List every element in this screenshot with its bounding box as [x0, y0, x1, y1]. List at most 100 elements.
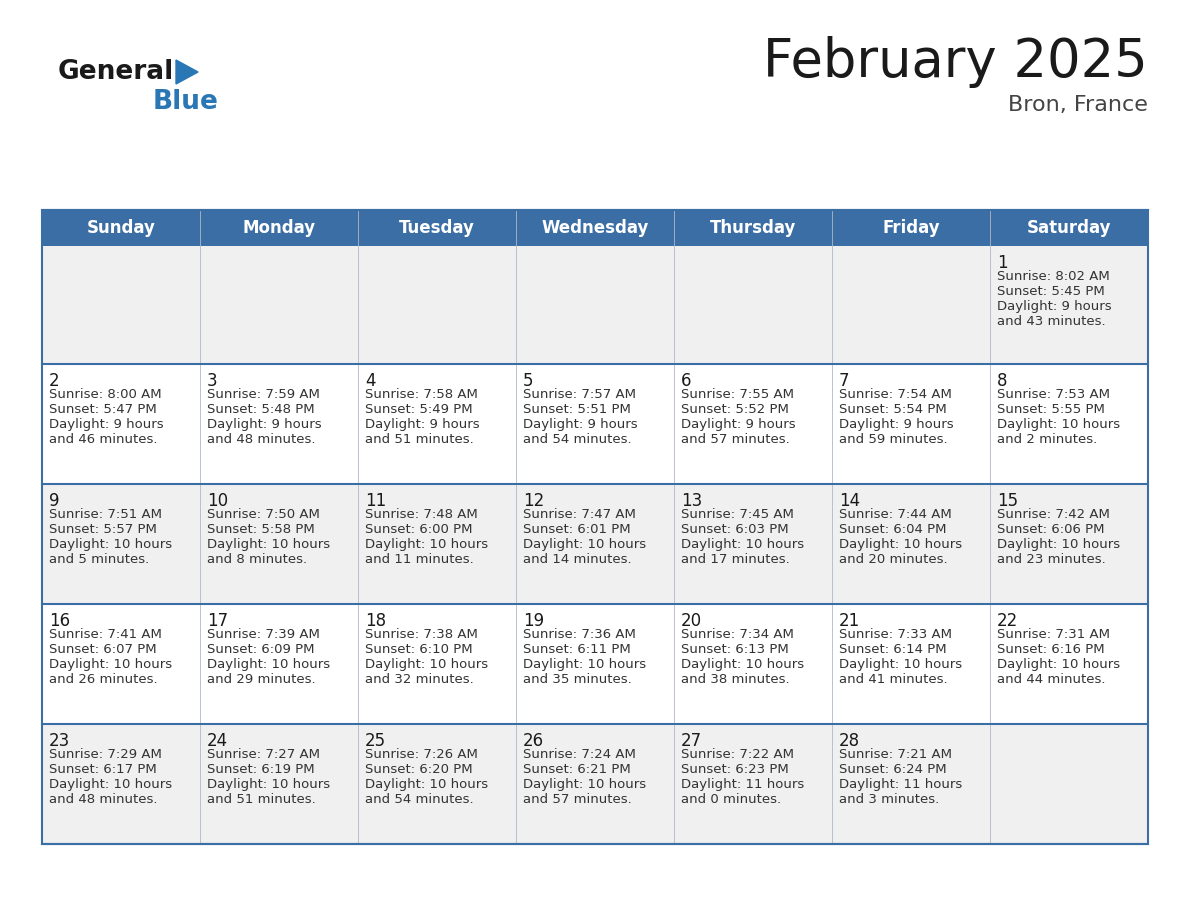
- Text: Bron, France: Bron, France: [1009, 95, 1148, 115]
- Text: Sunrise: 7:26 AM: Sunrise: 7:26 AM: [365, 748, 478, 761]
- Text: and 0 minutes.: and 0 minutes.: [681, 793, 782, 806]
- Text: Sunset: 6:20 PM: Sunset: 6:20 PM: [365, 763, 473, 776]
- Text: Saturday: Saturday: [1026, 219, 1111, 237]
- Text: Daylight: 10 hours: Daylight: 10 hours: [997, 658, 1120, 671]
- Text: Sunrise: 7:21 AM: Sunrise: 7:21 AM: [839, 748, 952, 761]
- Text: 5: 5: [523, 372, 533, 390]
- Text: 27: 27: [681, 732, 702, 750]
- Text: Daylight: 10 hours: Daylight: 10 hours: [523, 658, 646, 671]
- Text: Daylight: 11 hours: Daylight: 11 hours: [681, 778, 804, 791]
- Text: 2: 2: [49, 372, 59, 390]
- Text: and 3 minutes.: and 3 minutes.: [839, 793, 940, 806]
- Text: Daylight: 10 hours: Daylight: 10 hours: [997, 538, 1120, 551]
- Text: and 23 minutes.: and 23 minutes.: [997, 553, 1106, 566]
- Text: Sunset: 6:01 PM: Sunset: 6:01 PM: [523, 523, 631, 536]
- Text: Sunrise: 7:41 AM: Sunrise: 7:41 AM: [49, 628, 162, 641]
- Text: and 51 minutes.: and 51 minutes.: [365, 433, 474, 446]
- Text: Sunset: 5:55 PM: Sunset: 5:55 PM: [997, 403, 1105, 416]
- Text: Sunset: 5:49 PM: Sunset: 5:49 PM: [365, 403, 473, 416]
- Bar: [42, 724, 1148, 844]
- Text: Daylight: 10 hours: Daylight: 10 hours: [365, 658, 488, 671]
- Text: February 2025: February 2025: [763, 36, 1148, 88]
- Text: Blue: Blue: [153, 89, 219, 115]
- Text: and 32 minutes.: and 32 minutes.: [365, 673, 474, 686]
- Text: 26: 26: [523, 732, 544, 750]
- Text: Daylight: 10 hours: Daylight: 10 hours: [365, 538, 488, 551]
- Text: Sunset: 5:52 PM: Sunset: 5:52 PM: [681, 403, 789, 416]
- Text: Daylight: 9 hours: Daylight: 9 hours: [523, 418, 638, 431]
- Text: Sunset: 6:10 PM: Sunset: 6:10 PM: [365, 643, 473, 656]
- Text: Sunset: 5:54 PM: Sunset: 5:54 PM: [839, 403, 947, 416]
- Polygon shape: [176, 60, 198, 84]
- Text: and 26 minutes.: and 26 minutes.: [49, 673, 158, 686]
- Text: 8: 8: [997, 372, 1007, 390]
- Text: Sunset: 6:17 PM: Sunset: 6:17 PM: [49, 763, 157, 776]
- Text: 10: 10: [207, 492, 228, 510]
- Text: Sunset: 5:47 PM: Sunset: 5:47 PM: [49, 403, 157, 416]
- Text: and 43 minutes.: and 43 minutes.: [997, 315, 1106, 328]
- Text: Wednesday: Wednesday: [542, 219, 649, 237]
- Text: Sunrise: 7:47 AM: Sunrise: 7:47 AM: [523, 508, 636, 521]
- Text: Sunrise: 7:27 AM: Sunrise: 7:27 AM: [207, 748, 320, 761]
- Text: Sunrise: 7:33 AM: Sunrise: 7:33 AM: [839, 628, 952, 641]
- Text: Sunrise: 7:44 AM: Sunrise: 7:44 AM: [839, 508, 952, 521]
- Text: Sunset: 6:21 PM: Sunset: 6:21 PM: [523, 763, 631, 776]
- Text: Daylight: 10 hours: Daylight: 10 hours: [523, 538, 646, 551]
- Text: Sunrise: 7:57 AM: Sunrise: 7:57 AM: [523, 388, 636, 401]
- Text: Daylight: 10 hours: Daylight: 10 hours: [681, 538, 804, 551]
- Text: Sunset: 6:16 PM: Sunset: 6:16 PM: [997, 643, 1105, 656]
- Text: Sunrise: 7:58 AM: Sunrise: 7:58 AM: [365, 388, 478, 401]
- Text: Sunset: 5:58 PM: Sunset: 5:58 PM: [207, 523, 315, 536]
- Text: Daylight: 11 hours: Daylight: 11 hours: [839, 778, 962, 791]
- Text: Daylight: 10 hours: Daylight: 10 hours: [839, 658, 962, 671]
- Text: Sunrise: 7:51 AM: Sunrise: 7:51 AM: [49, 508, 162, 521]
- Text: and 8 minutes.: and 8 minutes.: [207, 553, 308, 566]
- Text: Daylight: 10 hours: Daylight: 10 hours: [49, 778, 172, 791]
- Text: Sunrise: 7:50 AM: Sunrise: 7:50 AM: [207, 508, 320, 521]
- Text: Daylight: 10 hours: Daylight: 10 hours: [839, 538, 962, 551]
- Text: Daylight: 9 hours: Daylight: 9 hours: [839, 418, 954, 431]
- Text: Sunrise: 7:29 AM: Sunrise: 7:29 AM: [49, 748, 162, 761]
- Text: Sunrise: 7:36 AM: Sunrise: 7:36 AM: [523, 628, 636, 641]
- Text: Sunset: 5:57 PM: Sunset: 5:57 PM: [49, 523, 157, 536]
- Bar: [42, 246, 1148, 364]
- Text: 21: 21: [839, 612, 860, 630]
- Text: Daylight: 9 hours: Daylight: 9 hours: [997, 300, 1112, 313]
- Text: 1: 1: [997, 254, 1007, 272]
- Text: Daylight: 10 hours: Daylight: 10 hours: [207, 778, 330, 791]
- Text: 15: 15: [997, 492, 1018, 510]
- Text: Sunrise: 7:59 AM: Sunrise: 7:59 AM: [207, 388, 320, 401]
- Text: 24: 24: [207, 732, 228, 750]
- Text: Sunrise: 7:45 AM: Sunrise: 7:45 AM: [681, 508, 794, 521]
- Text: 16: 16: [49, 612, 70, 630]
- Text: and 59 minutes.: and 59 minutes.: [839, 433, 948, 446]
- Text: Sunday: Sunday: [87, 219, 156, 237]
- Text: Daylight: 10 hours: Daylight: 10 hours: [207, 538, 330, 551]
- Text: Daylight: 10 hours: Daylight: 10 hours: [365, 778, 488, 791]
- Text: Daylight: 10 hours: Daylight: 10 hours: [997, 418, 1120, 431]
- Bar: [42, 210, 1148, 844]
- Text: Sunset: 6:24 PM: Sunset: 6:24 PM: [839, 763, 947, 776]
- Text: Daylight: 10 hours: Daylight: 10 hours: [681, 658, 804, 671]
- Text: Sunset: 5:51 PM: Sunset: 5:51 PM: [523, 403, 631, 416]
- Text: Daylight: 9 hours: Daylight: 9 hours: [681, 418, 796, 431]
- Text: Sunrise: 7:54 AM: Sunrise: 7:54 AM: [839, 388, 952, 401]
- Text: Sunrise: 7:53 AM: Sunrise: 7:53 AM: [997, 388, 1110, 401]
- Bar: [42, 210, 1148, 246]
- Text: 9: 9: [49, 492, 59, 510]
- Text: and 5 minutes.: and 5 minutes.: [49, 553, 150, 566]
- Text: Sunset: 6:13 PM: Sunset: 6:13 PM: [681, 643, 789, 656]
- Text: 18: 18: [365, 612, 386, 630]
- Text: Daylight: 10 hours: Daylight: 10 hours: [207, 658, 330, 671]
- Text: Sunrise: 7:55 AM: Sunrise: 7:55 AM: [681, 388, 794, 401]
- Text: and 11 minutes.: and 11 minutes.: [365, 553, 474, 566]
- Text: and 51 minutes.: and 51 minutes.: [207, 793, 316, 806]
- Text: and 20 minutes.: and 20 minutes.: [839, 553, 948, 566]
- Text: 19: 19: [523, 612, 544, 630]
- Text: Sunrise: 7:34 AM: Sunrise: 7:34 AM: [681, 628, 794, 641]
- Text: and 38 minutes.: and 38 minutes.: [681, 673, 790, 686]
- Bar: [42, 604, 1148, 724]
- Text: 3: 3: [207, 372, 217, 390]
- Text: and 46 minutes.: and 46 minutes.: [49, 433, 158, 446]
- Text: Sunset: 5:45 PM: Sunset: 5:45 PM: [997, 285, 1105, 298]
